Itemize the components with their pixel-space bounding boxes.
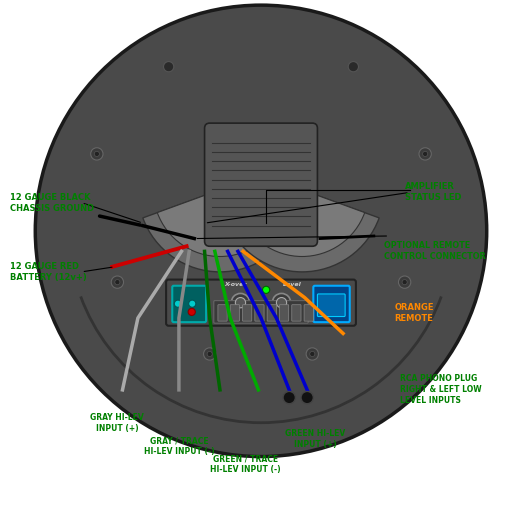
FancyBboxPatch shape [313,286,350,322]
Text: RCA PHONO PLUG
RIGHT & LEFT LOW
LEVEL INPUTS: RCA PHONO PLUG RIGHT & LEFT LOW LEVEL IN… [399,374,481,405]
FancyBboxPatch shape [205,123,317,246]
Circle shape [115,280,120,285]
FancyBboxPatch shape [230,305,240,321]
FancyBboxPatch shape [214,301,308,323]
FancyBboxPatch shape [279,305,289,321]
Circle shape [398,276,411,288]
Circle shape [283,391,295,404]
FancyBboxPatch shape [172,286,206,322]
Text: 12 GAUGE RED
BATTERY (12v+): 12 GAUGE RED BATTERY (12v+) [9,262,86,282]
Circle shape [111,276,124,288]
Circle shape [35,5,487,457]
Circle shape [163,62,174,72]
FancyBboxPatch shape [218,305,227,321]
FancyBboxPatch shape [304,305,313,321]
Circle shape [423,151,428,156]
Circle shape [263,286,270,293]
Text: X-over: X-over [224,282,246,287]
FancyBboxPatch shape [267,305,276,321]
Circle shape [207,351,212,357]
Circle shape [235,298,246,308]
Circle shape [231,293,250,312]
Circle shape [306,348,318,360]
Circle shape [348,62,359,72]
Circle shape [94,151,99,156]
Text: ORANGE
REMOTE: ORANGE REMOTE [395,303,434,323]
Text: OPTIONAL REMOTE
CONTROL CONNECTOR: OPTIONAL REMOTE CONTROL CONNECTOR [384,241,486,262]
Text: AMPLIFIER
STATUS LED: AMPLIFIER STATUS LED [405,182,461,203]
Wedge shape [143,190,297,272]
Circle shape [188,308,195,315]
Text: 12 GAUGE BLACK
CHASSIS GROUND: 12 GAUGE BLACK CHASSIS GROUND [9,192,94,213]
Wedge shape [157,190,282,256]
Text: Level: Level [282,282,301,287]
Text: GREEN HI-LEV
INPUT (+): GREEN HI-LEV INPUT (+) [284,428,345,449]
Text: GREEN / TRACE
HI-LEV INPUT (-): GREEN / TRACE HI-LEV INPUT (-) [210,454,281,475]
Circle shape [272,293,291,312]
FancyBboxPatch shape [292,305,301,321]
Text: GRAY HI-LEV
INPUT (+): GRAY HI-LEV INPUT (+) [90,413,144,433]
Circle shape [188,300,196,307]
Text: GRAY / TRACE
HI-LEV INPUT (-): GRAY / TRACE HI-LEV INPUT (-) [144,436,214,457]
Circle shape [174,300,182,307]
FancyBboxPatch shape [243,305,252,321]
Circle shape [276,298,287,308]
Circle shape [301,391,313,404]
Wedge shape [225,190,379,272]
Circle shape [310,351,315,357]
FancyBboxPatch shape [166,280,356,326]
Circle shape [402,280,407,285]
Circle shape [91,148,103,160]
FancyBboxPatch shape [317,294,345,317]
FancyBboxPatch shape [255,305,264,321]
Circle shape [204,348,216,360]
Circle shape [419,148,431,160]
Wedge shape [240,190,365,256]
